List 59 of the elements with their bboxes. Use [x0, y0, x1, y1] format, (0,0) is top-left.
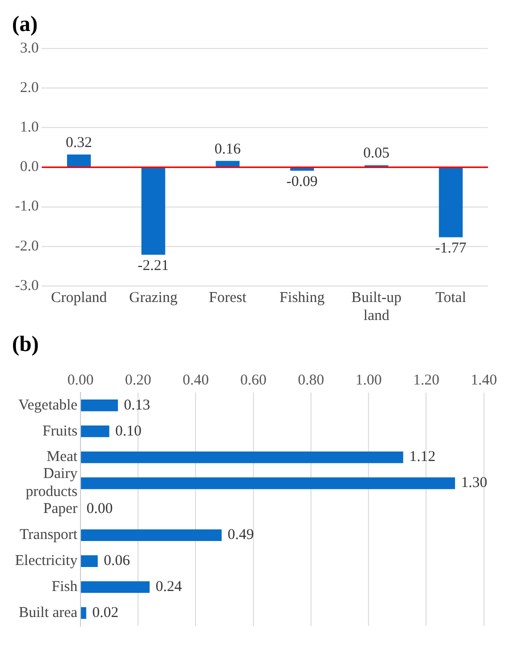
y-tick-label: 0.0 — [20, 159, 39, 176]
bar — [216, 160, 240, 167]
data-label: 0.02 — [92, 604, 118, 621]
y-tick-label: Vegetable — [18, 397, 78, 414]
data-label: 0.06 — [104, 553, 131, 570]
x-tick-label: Forest — [208, 290, 248, 306]
x-tick-label: 1.20 — [413, 372, 440, 388]
bar — [80, 555, 98, 567]
bar — [80, 451, 404, 464]
data-label: -0.09 — [286, 174, 318, 190]
x-tick-label: 1.40 — [470, 372, 497, 388]
x-tick-label: 0.20 — [124, 372, 152, 388]
y-tick-label: Fish — [52, 579, 78, 596]
x-tick-label: Fishing — [280, 290, 326, 306]
bar — [67, 154, 91, 167]
data-label: 1.30 — [461, 475, 488, 492]
y-tick-label: 3.0 — [20, 40, 39, 56]
chart-title: (a) — [12, 10, 38, 36]
bar — [141, 168, 166, 255]
data-label: 0.00 — [86, 501, 113, 518]
bar — [80, 607, 86, 619]
y-tick-label: Fruits — [42, 423, 78, 440]
y-tick-label: 2.0 — [20, 80, 39, 96]
data-label: 1.12 — [409, 449, 436, 466]
x-tick-label: 0.40 — [182, 372, 209, 388]
data-label: 0.32 — [66, 134, 92, 151]
bar — [80, 400, 118, 412]
chart-title: (b) — [12, 330, 39, 356]
data-label: 0.49 — [228, 527, 254, 544]
y-tick-label: Electricity — [15, 553, 78, 570]
bar — [80, 581, 150, 593]
data-label: 0.05 — [363, 146, 390, 162]
x-tick-label: 1.00 — [355, 372, 382, 388]
data-label: -2.21 — [138, 258, 169, 274]
x-tick-label: 0.60 — [240, 372, 266, 388]
data-label: 0.10 — [115, 423, 142, 440]
y-tick-label: Built area — [18, 604, 78, 621]
x-tick-label: Total — [436, 290, 466, 306]
bar — [80, 425, 110, 438]
x-tick-label: Built-up land — [351, 290, 402, 324]
bar — [80, 529, 222, 541]
y-tick-label: -3.0 — [14, 278, 39, 294]
x-tick-label: Cropland — [51, 290, 108, 306]
x-tick-label: 0.80 — [298, 372, 324, 388]
y-tick-label: Transport — [20, 527, 78, 544]
data-label: 0.13 — [124, 397, 150, 414]
bar — [80, 477, 456, 490]
x-tick-label: Grazing — [129, 290, 178, 306]
y-tick-label: -1.0 — [14, 198, 39, 215]
bar — [438, 168, 463, 238]
data-label: 0.24 — [156, 579, 182, 596]
y-tick-label: Meat — [46, 449, 78, 466]
data-label: 0.16 — [214, 141, 242, 158]
x-tick-label: 0.00 — [67, 372, 94, 388]
data-label: -1.77 — [435, 240, 467, 257]
y-tick-label: -2.0 — [14, 238, 39, 254]
y-tick-label: Dairy products — [26, 466, 78, 500]
y-tick-label: 1.0 — [20, 120, 39, 136]
y-tick-label: Paper — [43, 501, 78, 518]
